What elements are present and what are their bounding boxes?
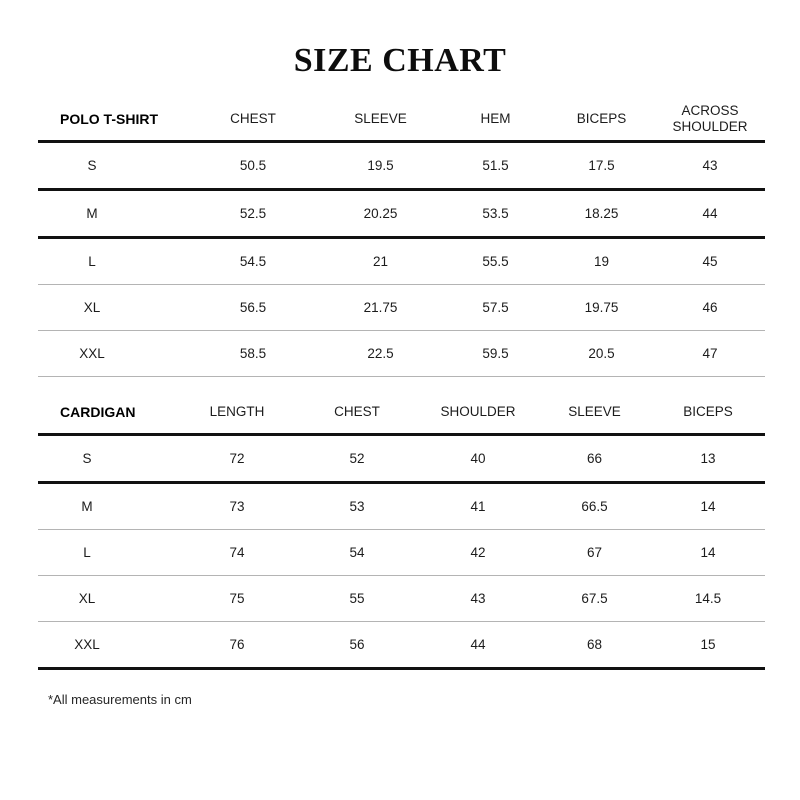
cardigan-header-sleeve: SLEEVE (568, 404, 621, 420)
cardigan-s-shoulder: 40 (418, 433, 538, 483)
table-row: S 50.5 19.5 51.5 17.5 43 (38, 140, 765, 190)
cardigan-xl-shoulder: 43 (418, 575, 538, 622)
table-row: M 73 53 41 66.5 14 (38, 481, 765, 530)
table-row: L 74 54 42 67 14 (38, 529, 765, 576)
cardigan-xl-chest: 55 (296, 575, 418, 622)
polo-l-chest: 54.5 (188, 236, 318, 285)
polo-xxl-sleeve: 22.5 (318, 330, 443, 377)
table-row: XL 75 55 43 67.5 14.5 (38, 575, 765, 622)
polo-row-size-xxl: XXL (38, 330, 188, 377)
cardigan-m-sleeve: 66.5 (538, 481, 651, 530)
polo-m-biceps: 18.25 (548, 188, 655, 238)
polo-xl-across-shoulder: 46 (655, 284, 765, 331)
cardigan-header-length: LENGTH (209, 404, 265, 420)
cardigan-row-size-l: L (38, 529, 178, 576)
cardigan-category-label: CARDIGAN (60, 403, 136, 420)
page-title: SIZE CHART (293, 42, 507, 79)
polo-l-sleeve: 21 (318, 236, 443, 285)
table-row: XXL 76 56 44 68 15 (38, 621, 765, 670)
polo-header-sleeve: SLEEVE (354, 111, 407, 127)
cardigan-row-size-s: S (38, 433, 178, 483)
cardigan-s-chest: 52 (296, 433, 418, 483)
cardigan-header-chest: CHEST (334, 404, 380, 420)
table-row: M 52.5 20.25 53.5 18.25 44 (38, 188, 765, 238)
cardigan-s-biceps: 13 (651, 433, 765, 483)
cardigan-xl-sleeve: 67.5 (538, 575, 651, 622)
cardigan-m-biceps: 14 (651, 481, 765, 530)
polo-header-row: POLO T-SHIRT CHEST SLEEVE HEM BICEPS ACR… (38, 100, 765, 142)
polo-xl-biceps: 19.75 (548, 284, 655, 331)
polo-m-chest: 52.5 (188, 188, 318, 238)
cardigan-xxl-biceps: 15 (651, 621, 765, 670)
polo-xxl-chest: 58.5 (188, 330, 318, 377)
polo-category-label: POLO T-SHIRT (60, 110, 158, 127)
polo-s-biceps: 17.5 (548, 140, 655, 190)
cardigan-s-sleeve: 66 (538, 433, 651, 483)
polo-row-size-s: S (38, 140, 188, 190)
polo-l-hem: 55.5 (443, 236, 548, 285)
cardigan-l-biceps: 14 (651, 529, 765, 576)
cardigan-header-biceps: BICEPS (683, 404, 733, 420)
polo-xxl-biceps: 20.5 (548, 330, 655, 377)
polo-header-biceps: BICEPS (576, 111, 627, 127)
table-row: XL 56.5 21.75 57.5 19.75 46 (38, 284, 765, 331)
polo-m-sleeve: 20.25 (318, 188, 443, 238)
polo-s-across-shoulder: 43 (655, 140, 765, 190)
cardigan-row-size-xxl: XXL (38, 621, 178, 670)
polo-row-size-xl: XL (38, 284, 188, 331)
table-row: S 72 52 40 66 13 (38, 433, 765, 483)
cardigan-l-chest: 54 (296, 529, 418, 576)
cardigan-xxl-chest: 56 (296, 621, 418, 670)
cardigan-xl-length: 75 (178, 575, 296, 622)
polo-xxl-hem: 59.5 (443, 330, 548, 377)
cardigan-m-shoulder: 41 (418, 481, 538, 530)
polo-l-biceps: 19 (548, 236, 655, 285)
polo-header-hem: HEM (480, 111, 511, 127)
cardigan-row-size-m: M (38, 481, 178, 530)
polo-header-chest: CHEST (230, 111, 276, 127)
polo-row-size-l: L (38, 236, 188, 285)
cardigan-row-size-xl: XL (38, 575, 178, 622)
table-row: XXL 58.5 22.5 59.5 20.5 47 (38, 330, 765, 377)
cardigan-l-length: 74 (178, 529, 296, 576)
polo-xl-chest: 56.5 (188, 284, 318, 331)
cardigan-xl-biceps: 14.5 (651, 575, 765, 622)
polo-s-chest: 50.5 (188, 140, 318, 190)
cardigan-xxl-length: 76 (178, 621, 296, 670)
cardigan-l-sleeve: 67 (538, 529, 651, 576)
polo-xl-hem: 57.5 (443, 284, 548, 331)
polo-xl-sleeve: 21.75 (318, 284, 443, 331)
cardigan-xxl-sleeve: 68 (538, 621, 651, 670)
cardigan-header-row: CARDIGAN LENGTH CHEST SHOULDER SLEEVE BI… (38, 393, 765, 435)
polo-tshirt-size-table: POLO T-SHIRT CHEST SLEEVE HEM BICEPS ACR… (38, 100, 765, 377)
cardigan-xxl-shoulder: 44 (418, 621, 538, 670)
cardigan-s-length: 72 (178, 433, 296, 483)
table-row: L 54.5 21 55.5 19 45 (38, 236, 765, 285)
polo-row-size-m: M (38, 188, 188, 238)
polo-s-sleeve: 19.5 (318, 140, 443, 190)
cardigan-m-chest: 53 (296, 481, 418, 530)
polo-s-hem: 51.5 (443, 140, 548, 190)
polo-xxl-across-shoulder: 47 (655, 330, 765, 377)
polo-m-across-shoulder: 44 (655, 188, 765, 238)
cardigan-l-shoulder: 42 (418, 529, 538, 576)
polo-l-across-shoulder: 45 (655, 236, 765, 285)
measurements-footnote: *All measurements in cm (48, 692, 192, 707)
polo-m-hem: 53.5 (443, 188, 548, 238)
polo-header-across-shoulder: ACROSS SHOULDER (672, 103, 748, 134)
cardigan-m-length: 73 (178, 481, 296, 530)
cardigan-size-table: CARDIGAN LENGTH CHEST SHOULDER SLEEVE BI… (38, 393, 765, 670)
cardigan-header-shoulder: SHOULDER (440, 404, 516, 420)
